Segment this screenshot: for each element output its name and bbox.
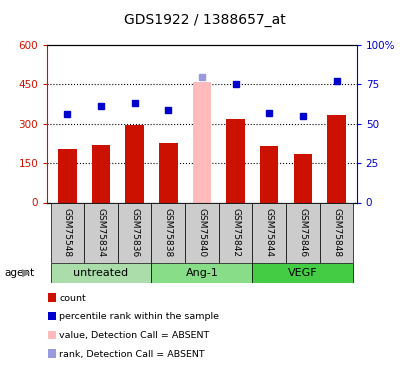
Bar [326, 115, 345, 202]
Bar [47, 331, 56, 339]
Text: GSM75846: GSM75846 [298, 208, 307, 257]
Bar [192, 82, 211, 203]
Bar [117, 202, 151, 262]
Text: GSM75838: GSM75838 [163, 208, 172, 257]
Bar [319, 202, 353, 262]
Bar [47, 312, 56, 320]
Bar [293, 154, 311, 203]
Text: VEGF: VEGF [288, 268, 317, 278]
Text: agent: agent [4, 268, 34, 278]
Bar [151, 262, 252, 283]
Bar [50, 262, 151, 283]
Text: Ang-1: Ang-1 [185, 268, 218, 278]
Text: untreated: untreated [73, 268, 128, 278]
Text: GSM75834: GSM75834 [96, 208, 105, 257]
Bar [92, 145, 110, 202]
Text: GSM75840: GSM75840 [197, 208, 206, 257]
Bar [252, 262, 353, 283]
Bar [226, 118, 244, 202]
Bar [159, 144, 177, 202]
Text: GDS1922 / 1388657_at: GDS1922 / 1388657_at [124, 13, 285, 27]
Text: rank, Detection Call = ABSENT: rank, Detection Call = ABSENT [59, 350, 204, 359]
Bar [47, 293, 56, 302]
Bar [218, 202, 252, 262]
Text: GSM75836: GSM75836 [130, 208, 139, 257]
Bar [84, 202, 117, 262]
Bar [252, 202, 285, 262]
Bar [125, 125, 144, 202]
Text: count: count [59, 294, 86, 303]
Text: ▶: ▶ [22, 268, 31, 278]
Text: GSM75548: GSM75548 [63, 208, 72, 257]
Text: GSM75848: GSM75848 [331, 208, 340, 257]
Text: GSM75842: GSM75842 [231, 208, 240, 257]
Bar [58, 149, 76, 202]
Bar [50, 202, 84, 262]
Text: value, Detection Call = ABSENT: value, Detection Call = ABSENT [59, 331, 209, 340]
Bar [259, 146, 278, 202]
Bar [47, 350, 56, 358]
Text: percentile rank within the sample: percentile rank within the sample [59, 312, 219, 321]
Bar [184, 202, 218, 262]
Bar [285, 202, 319, 262]
Bar [151, 202, 184, 262]
Text: GSM75844: GSM75844 [264, 208, 273, 257]
